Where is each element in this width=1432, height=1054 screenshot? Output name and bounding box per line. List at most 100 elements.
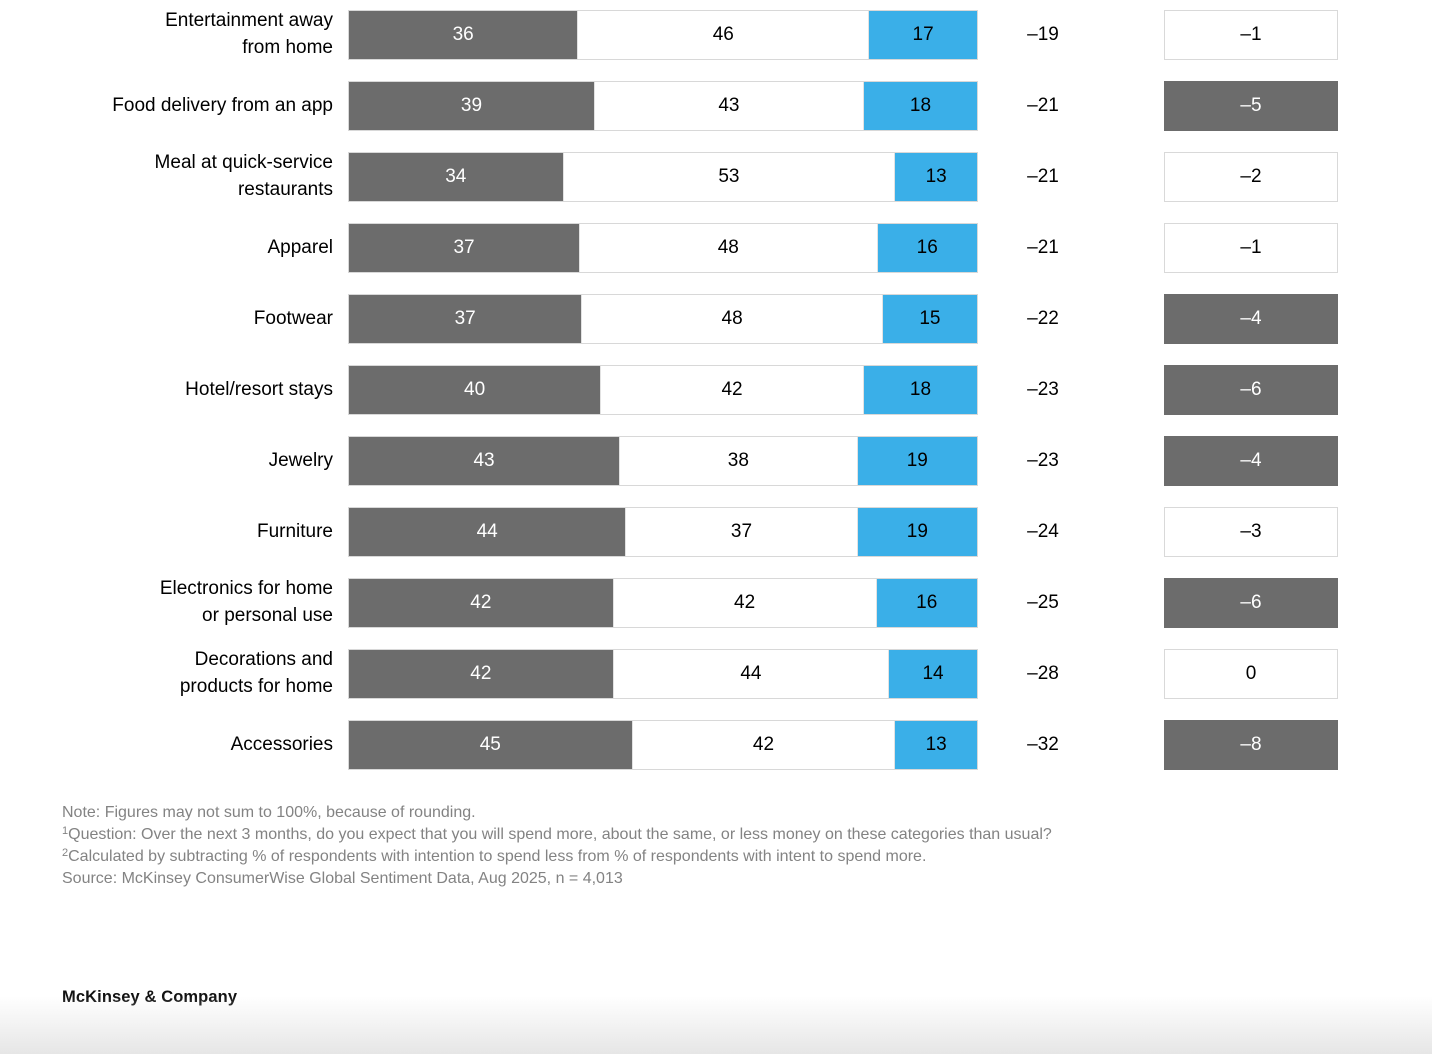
bar-segment-blue: 15 xyxy=(882,295,977,343)
segment-value: 37 xyxy=(730,521,753,542)
category-label: Decorations and products for home xyxy=(179,649,333,697)
stacked-bar: 40 42 18 xyxy=(348,365,978,415)
footnotes: Note: Figures may not sum to 100%, becau… xyxy=(62,802,1362,890)
change-value: –1 xyxy=(1240,237,1262,258)
change-value: –6 xyxy=(1240,379,1262,400)
bar-segment-dark: 43 xyxy=(349,437,620,485)
segment-value: 48 xyxy=(721,308,743,329)
bar-segment-blue: 19 xyxy=(857,508,977,556)
bar-segment-blue: 17 xyxy=(869,11,977,59)
change-box: –1 xyxy=(1164,223,1338,273)
category-label: Electronics for home or personal use xyxy=(159,578,333,626)
footnote-rounding: Note: Figures may not sum to 100%, becau… xyxy=(62,804,476,821)
bar-segment-dark: 36 xyxy=(349,11,578,59)
category-row: Meal at quick-service restaurants 34 53 … xyxy=(0,152,1432,202)
bar-segment-white: 53 xyxy=(562,153,896,201)
segment-value: 40 xyxy=(464,379,486,400)
stacked-bar: 45 42 13 xyxy=(348,720,978,770)
segment-value: 37 xyxy=(453,237,475,258)
footnote-source: Source: McKinsey ConsumerWise Global Sen… xyxy=(62,870,623,887)
net-intent-value: –24 xyxy=(1027,521,1059,542)
category-label: Jewelry xyxy=(268,449,333,471)
category-label: Apparel xyxy=(267,236,334,258)
category-label: Food delivery from an app xyxy=(112,94,333,116)
stacked-bar: 39 43 18 xyxy=(348,81,978,131)
bar-segment-dark: 40 xyxy=(349,366,601,414)
category-row: Entertainment away from home 36 46 17 –1… xyxy=(0,10,1432,60)
bar-segment-blue: 13 xyxy=(895,721,977,769)
bar-segment-dark: 44 xyxy=(349,508,626,556)
category-row: Footwear 37 48 15 –22 –4 xyxy=(0,294,1432,344)
bar-segment-dark: 42 xyxy=(349,579,613,627)
stacked-bar: 43 38 19 xyxy=(348,436,978,486)
category-row: Electronics for home or personal use 42 … xyxy=(0,578,1432,628)
segment-value: 13 xyxy=(925,166,947,187)
segment-value: 16 xyxy=(916,592,938,613)
bar-segment-white: 42 xyxy=(612,579,877,627)
category-row: Furniture 44 37 19 –24 –3 xyxy=(0,507,1432,557)
net-intent-value: –22 xyxy=(1027,308,1059,329)
bar-segment-dark: 45 xyxy=(349,721,632,769)
footnote-marker-1: 1 xyxy=(62,825,69,837)
bar-segment-dark: 34 xyxy=(349,153,563,201)
bar-segment-white: 37 xyxy=(625,508,858,556)
category-row: Hotel/resort stays 40 42 18 –23 –6 xyxy=(0,365,1432,415)
category-row: Accessories 45 42 13 –32 –8 xyxy=(0,720,1432,770)
change-value: –2 xyxy=(1240,166,1262,187)
stacked-bar: 34 53 13 xyxy=(348,152,978,202)
category-label: Furniture xyxy=(256,520,333,542)
net-intent-value: –28 xyxy=(1027,663,1059,684)
chart-rows: Entertainment away from home 36 46 17 –1… xyxy=(0,10,1432,770)
segment-value: 48 xyxy=(717,237,739,258)
net-intent-value: –19 xyxy=(1027,24,1059,45)
category-row: Jewelry 43 38 19 –23 –4 xyxy=(0,436,1432,486)
bar-segment-dark: 39 xyxy=(349,82,594,130)
bar-segment-white: 38 xyxy=(619,437,858,485)
segment-value: 34 xyxy=(445,166,467,187)
segment-value: 39 xyxy=(460,95,483,116)
footnote-marker-2: 2 xyxy=(62,847,69,859)
segment-value: 43 xyxy=(718,95,740,116)
net-intent-value: –23 xyxy=(1027,379,1059,400)
net-intent-value: –21 xyxy=(1027,95,1059,116)
bar-segment-blue: 14 xyxy=(889,650,977,698)
bar-segment-blue: 16 xyxy=(876,579,977,627)
segment-value: 16 xyxy=(916,237,938,258)
category-label: Footwear xyxy=(253,307,333,329)
stacked-bar: 42 44 14 xyxy=(348,649,978,699)
segment-value: 44 xyxy=(476,521,498,542)
bar-segment-white: 48 xyxy=(579,224,878,272)
change-value: –8 xyxy=(1240,734,1262,755)
segment-value: 37 xyxy=(454,308,476,329)
change-value: –4 xyxy=(1240,308,1262,329)
stacked-bar: 42 42 16 xyxy=(348,578,978,628)
stacked-bar: 37 48 16 xyxy=(348,223,978,273)
net-intent-value: –25 xyxy=(1027,592,1059,613)
change-value: –5 xyxy=(1240,95,1262,116)
segment-value: 18 xyxy=(909,379,932,400)
change-value: –6 xyxy=(1240,592,1262,613)
category-row: Food delivery from an app 39 43 18 –21 –… xyxy=(0,81,1432,131)
segment-value: 46 xyxy=(712,24,734,45)
segment-value: 38 xyxy=(727,450,749,471)
footnote-calculation: 2Calculated by subtracting % of responde… xyxy=(62,847,927,866)
stacked-bar: 44 37 19 xyxy=(348,507,978,557)
category-label: Accessories xyxy=(230,733,333,755)
segment-value: 43 xyxy=(473,450,495,471)
category-label: Hotel/resort stays xyxy=(185,378,333,400)
stacked-bar: 36 46 17 xyxy=(348,10,978,60)
segment-value: 42 xyxy=(470,663,492,684)
change-box: –1 xyxy=(1164,10,1338,60)
bar-segment-white: 43 xyxy=(593,82,864,130)
net-intent-value: –23 xyxy=(1027,450,1059,471)
change-value: –4 xyxy=(1240,450,1262,471)
segment-value: 42 xyxy=(734,592,756,613)
category-label: Meal at quick-service restaurants xyxy=(154,152,333,200)
change-box: –6 xyxy=(1164,578,1338,628)
change-box: –4 xyxy=(1164,436,1338,486)
footnote-question: 1Question: Over the next 3 months, do yo… xyxy=(62,825,1052,844)
segment-value: 36 xyxy=(452,24,474,45)
change-value: 0 xyxy=(1245,663,1257,684)
category-row: Apparel 37 48 16 –21 –1 xyxy=(0,223,1432,273)
